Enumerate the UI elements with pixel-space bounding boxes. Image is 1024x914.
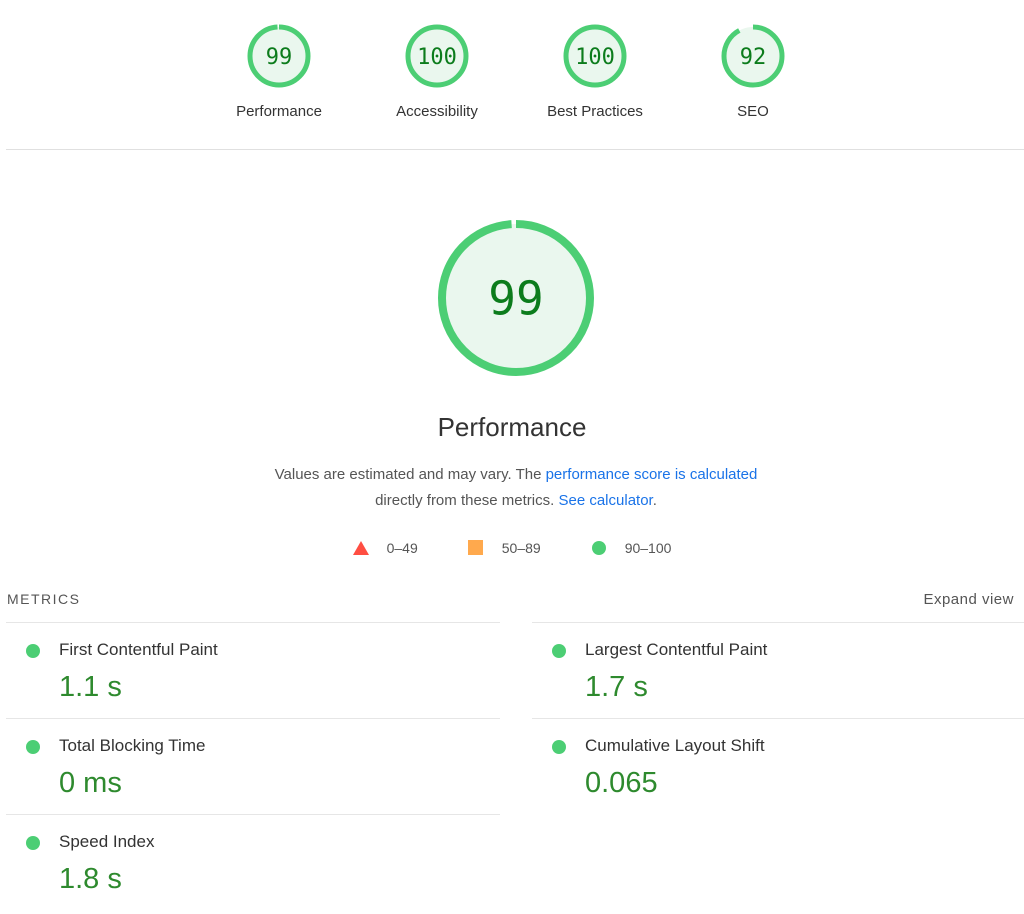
circle-icon [591, 541, 606, 555]
pass-circle-icon [26, 740, 40, 754]
divider [6, 149, 1024, 150]
gauge-label: SEO [737, 103, 769, 120]
section-title: Performance [437, 412, 587, 442]
pass-circle-icon [26, 836, 40, 850]
score-legend: 0–49 50–89 90–100 [0, 540, 1024, 556]
metric-title: Largest Contentful Paint [585, 640, 768, 659]
metrics-heading: METRICS [7, 591, 81, 607]
metric-largest-contentful-paint: Largest Contentful Paint 1.7 s [532, 622, 1024, 718]
performance-main-gauge: 99 [436, 218, 596, 383]
gauge-score: 92 [740, 45, 767, 70]
gauge-ring: 92 [721, 24, 785, 88]
gauge-ring: 99 [438, 220, 594, 376]
pass-circle-icon [26, 644, 40, 658]
gauge-seo[interactable]: 92 SEO [683, 23, 823, 120]
legend-fail: 0–49 [352, 540, 418, 556]
metric-title: Cumulative Layout Shift [585, 736, 765, 755]
metric-title: Total Blocking Time [59, 736, 206, 755]
expand-view-button[interactable]: Expand view [923, 591, 1014, 608]
metric-value: 0 ms [59, 767, 122, 799]
gauge-score: 99 [266, 45, 293, 70]
gauge-performance[interactable]: 99 Performance [209, 23, 349, 120]
see-calculator-link[interactable]: See calculator [558, 492, 653, 509]
gauge-label: Performance [236, 103, 322, 120]
metric-value: 0.065 [585, 767, 658, 799]
gauge-label: Best Practices [547, 103, 643, 120]
metric-speed-index: Speed Index 1.8 s [6, 814, 500, 910]
pass-circle-icon [552, 644, 566, 658]
gauge-accessibility[interactable]: 100 Accessibility [367, 23, 507, 120]
metric-title: Speed Index [59, 832, 155, 851]
metric-value: 1.8 s [59, 863, 122, 895]
gauge-score: 100 [417, 45, 457, 70]
square-icon [467, 540, 483, 555]
gauge-score: 100 [575, 45, 615, 70]
metric-value: 1.7 s [585, 671, 648, 703]
metric-first-contentful-paint: First Contentful Paint 1.1 s [6, 622, 500, 718]
metric-title: First Contentful Paint [59, 640, 218, 659]
metric-total-blocking-time: Total Blocking Time 0 ms [6, 718, 500, 814]
gauge-ring: 99 [247, 24, 311, 88]
metrics-left-column: First Contentful Paint 1.1 s Total Blockin… [6, 622, 500, 910]
metrics-right-column: Largest Contentful Paint 1.7 s Cumulative … [532, 622, 1024, 814]
metric-value: 1.1 s [59, 671, 122, 703]
legend-pass: 90–100 [591, 540, 671, 556]
gauge-label: Accessibility [396, 103, 478, 120]
performance-score-link[interactable]: performance score is calculated [545, 466, 758, 483]
triangle-icon [352, 541, 369, 555]
score-description: Values are estimated and may vary. The p… [274, 466, 758, 509]
gauge-ring: 100 [405, 24, 469, 88]
legend-average: 50–89 [467, 540, 541, 556]
gauge-score: 99 [488, 272, 543, 326]
gauge-ring: 100 [563, 24, 627, 88]
pass-circle-icon [552, 740, 566, 754]
gauge-best-practices[interactable]: 100 Best Practices [525, 23, 665, 120]
metric-cumulative-layout-shift: Cumulative Layout Shift 0.065 [532, 718, 1024, 814]
